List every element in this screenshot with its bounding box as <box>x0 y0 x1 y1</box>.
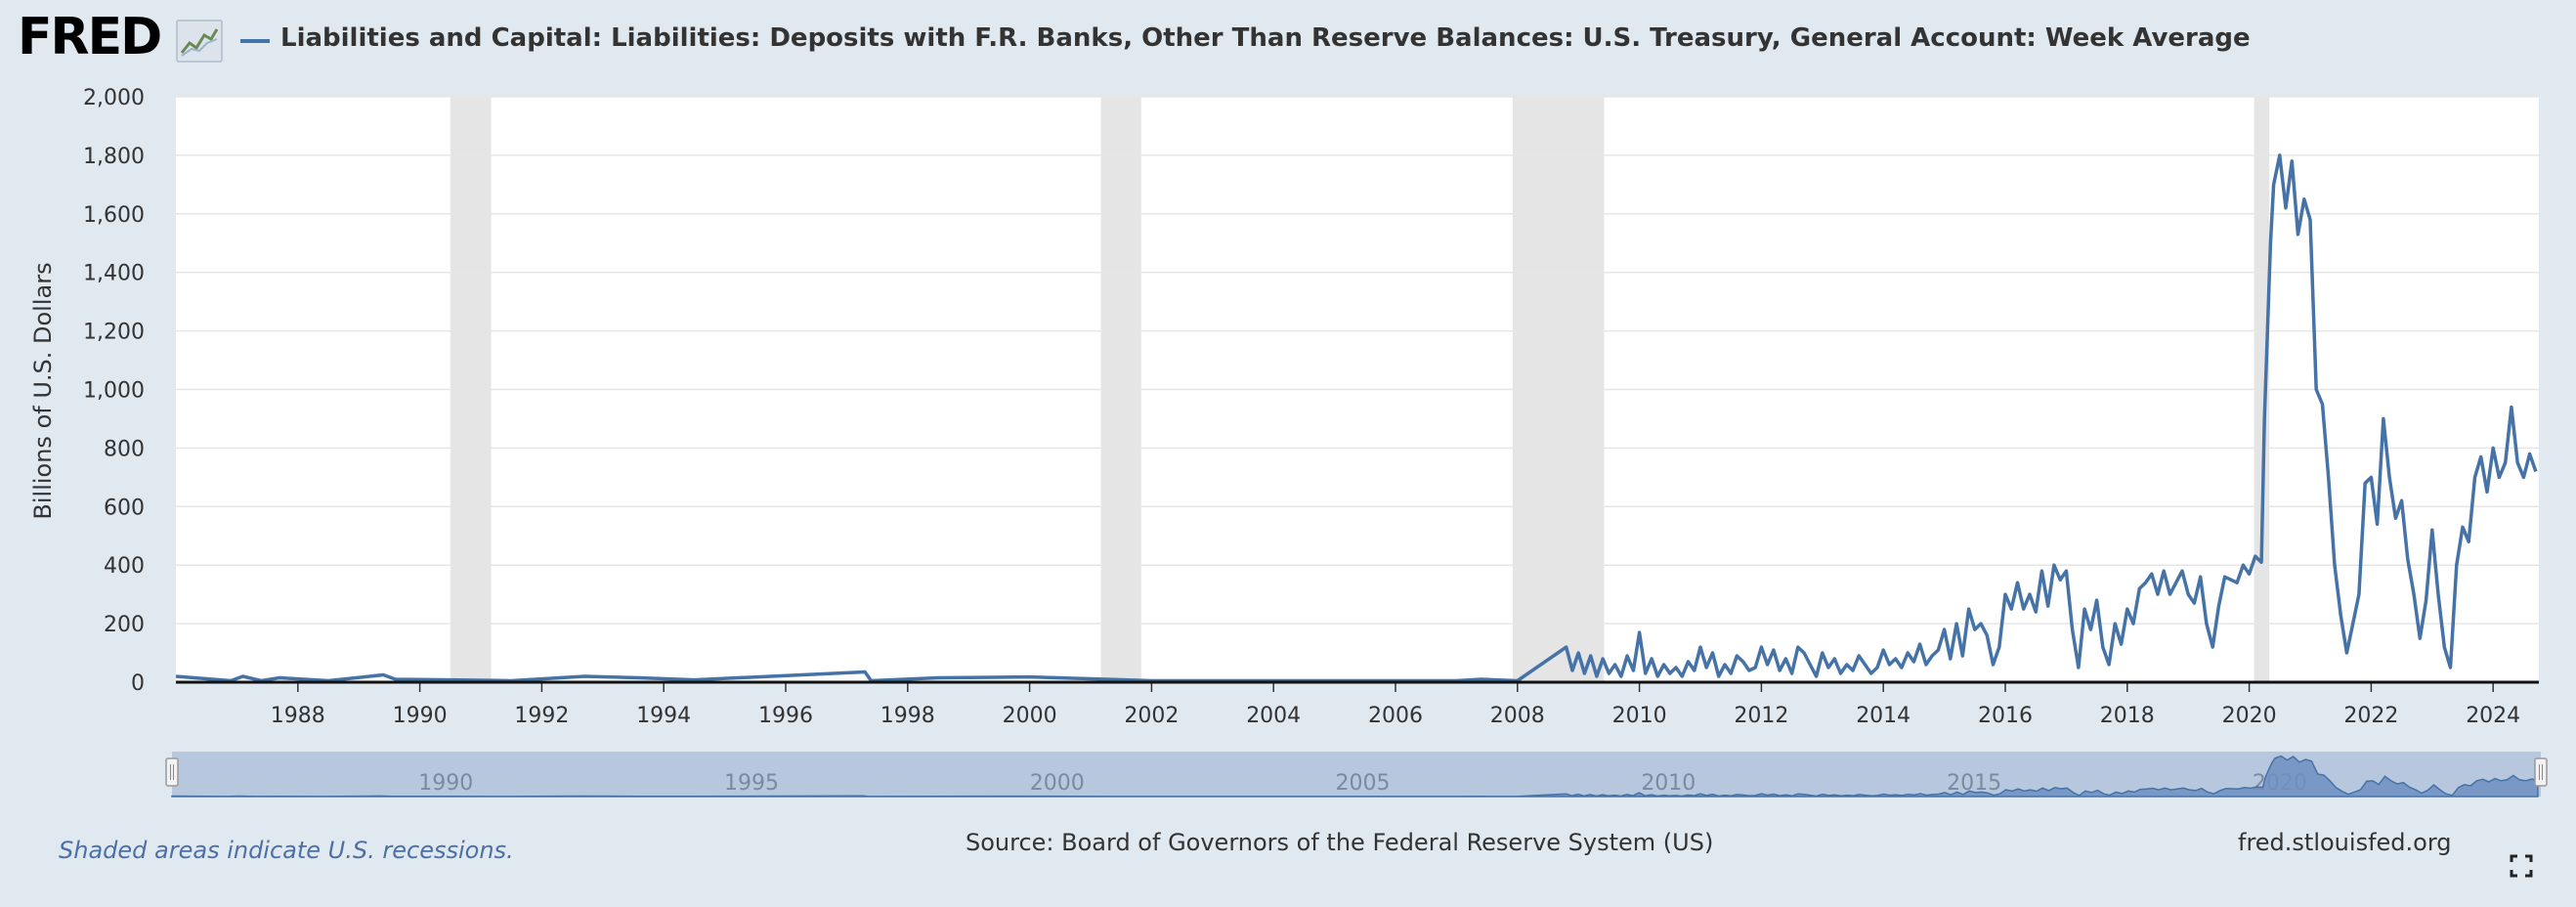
x-tick-label: 2002 <box>1124 704 1179 728</box>
x-tick-label: 1990 <box>393 704 448 728</box>
navigator-series-area <box>171 755 2539 798</box>
x-tick-label: 2004 <box>1246 704 1301 728</box>
y-axis-label: Billions of U.S. Dollars <box>29 262 57 519</box>
y-tick-label: 1,200 <box>83 321 145 345</box>
x-tick-label: 2016 <box>1978 704 2033 728</box>
x-tick-label: 1998 <box>880 704 935 728</box>
y-tick-label: 1,400 <box>83 262 145 286</box>
navigator-right-handle[interactable] <box>2534 757 2548 787</box>
x-tick-label: 1996 <box>758 704 813 728</box>
x-tick-label: 2010 <box>1612 704 1667 728</box>
y-tick-label: 600 <box>104 496 145 520</box>
x-tick-label: 2000 <box>1003 704 1057 728</box>
chart-header: FRED Liabilities and Capital: Liabilitie… <box>0 0 2576 78</box>
navigator-left-handle[interactable] <box>165 757 179 787</box>
y-tick-label: 2,000 <box>83 86 145 110</box>
navigator-tick-label: 2005 <box>1336 771 1391 796</box>
series-line <box>175 153 2538 683</box>
y-tick-label: 1,600 <box>83 203 145 228</box>
x-tick-label: 2014 <box>1856 704 1911 728</box>
fullscreen-icon[interactable] <box>2510 854 2533 878</box>
x-tick-label: 2020 <box>2222 704 2277 728</box>
navigator-tick-label: 1995 <box>724 771 779 796</box>
fred-logo[interactable]: FRED <box>18 8 162 66</box>
range-navigator[interactable]: 1990199520002005201020152020 <box>165 752 2548 798</box>
navigator-tick-label: 2010 <box>1641 771 1696 796</box>
x-tick-label: 1988 <box>271 704 325 728</box>
x-tick-label: 2012 <box>1734 704 1788 728</box>
x-tick-label: 1994 <box>636 704 691 728</box>
y-tick-label: 200 <box>104 613 145 637</box>
y-tick-label: 1,000 <box>83 379 145 404</box>
x-tick-label: 2018 <box>2100 704 2155 728</box>
source-note: Source: Board of Governors of the Federa… <box>966 829 1714 856</box>
x-tick-label: 1992 <box>514 704 569 728</box>
legend-series-swatch <box>240 39 270 43</box>
x-tick-label: 2024 <box>2466 704 2520 728</box>
plot-area[interactable]: 0 200 400 600 800 1,000 1,200 1,400 1,600 1,800 2,… <box>83 86 2539 728</box>
y-tick-label: 400 <box>104 554 145 579</box>
y-tick-label: 1,800 <box>83 145 145 169</box>
navigator-tick-label: 2000 <box>1030 771 1085 796</box>
y-tick-label: 800 <box>104 437 145 461</box>
fred-url-link[interactable]: fred.stlouisfed.org <box>2238 829 2452 856</box>
x-tick-label: 2008 <box>1490 704 1545 728</box>
fred-chart-badge-icon <box>176 20 223 63</box>
navigator-tick-label: 1990 <box>418 771 473 796</box>
x-tick-label: 2022 <box>2343 704 2398 728</box>
recession-note: Shaded areas indicate U.S. recessions. <box>59 837 514 864</box>
y-tick-label: 0 <box>131 671 145 696</box>
x-tick-label: 2006 <box>1368 704 1423 728</box>
chart-title: Liabilities and Capital: Liabilities: De… <box>280 23 2251 53</box>
